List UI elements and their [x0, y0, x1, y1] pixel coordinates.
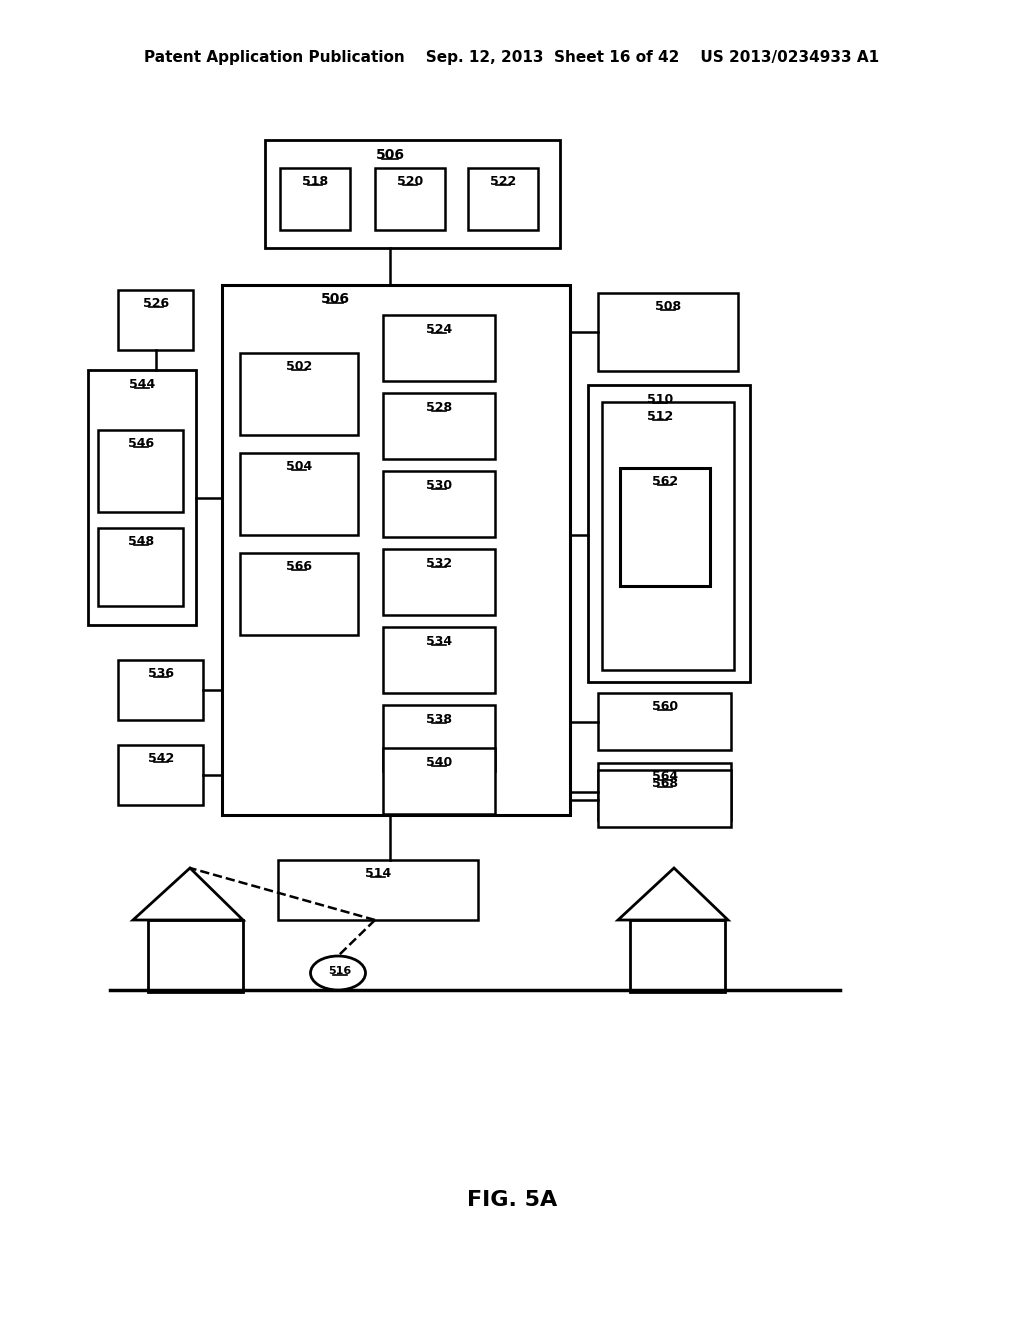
Text: 504: 504 — [286, 459, 312, 473]
Bar — [383, 627, 495, 693]
Bar — [630, 920, 725, 993]
Bar — [118, 744, 203, 805]
Bar — [278, 861, 478, 920]
Bar — [265, 140, 560, 248]
Bar — [383, 705, 495, 771]
Bar — [383, 315, 495, 381]
Bar — [98, 528, 183, 606]
Text: 568: 568 — [652, 777, 678, 789]
Bar — [240, 352, 358, 436]
Text: 546: 546 — [128, 437, 154, 450]
Bar — [598, 293, 738, 371]
Text: 548: 548 — [128, 535, 154, 548]
Text: 514: 514 — [365, 867, 391, 880]
Bar — [375, 168, 445, 230]
Bar — [118, 660, 203, 719]
Text: 530: 530 — [426, 479, 452, 492]
Bar — [383, 393, 495, 459]
Text: 506: 506 — [376, 148, 404, 162]
Bar — [602, 403, 734, 671]
Text: 522: 522 — [489, 176, 516, 187]
Bar — [148, 920, 243, 993]
Text: 510: 510 — [647, 393, 673, 407]
Bar — [598, 770, 731, 828]
Text: 534: 534 — [426, 635, 452, 648]
Text: 540: 540 — [426, 756, 453, 770]
Text: 536: 536 — [148, 667, 174, 680]
Bar — [598, 693, 731, 750]
Ellipse shape — [310, 956, 366, 990]
Bar — [88, 370, 196, 624]
Bar — [240, 453, 358, 535]
Text: 566: 566 — [286, 560, 312, 573]
Text: 518: 518 — [302, 176, 328, 187]
Text: FIG. 5A: FIG. 5A — [467, 1191, 557, 1210]
Polygon shape — [133, 869, 243, 920]
Bar — [588, 385, 750, 682]
Text: 502: 502 — [286, 360, 312, 374]
Bar — [383, 748, 495, 814]
Bar — [383, 471, 495, 537]
Text: Patent Application Publication    Sep. 12, 2013  Sheet 16 of 42    US 2013/02349: Patent Application Publication Sep. 12, … — [144, 50, 880, 65]
Text: 524: 524 — [426, 323, 453, 337]
Text: 564: 564 — [652, 770, 678, 783]
Text: 512: 512 — [647, 411, 673, 422]
Text: 532: 532 — [426, 557, 452, 570]
Bar — [468, 168, 538, 230]
Bar — [118, 290, 193, 350]
Bar — [98, 430, 183, 512]
Bar — [222, 285, 570, 814]
Text: 528: 528 — [426, 401, 452, 414]
Text: 542: 542 — [147, 752, 174, 766]
Bar — [620, 469, 710, 586]
Bar — [383, 549, 495, 615]
Bar — [240, 553, 358, 635]
Text: 506: 506 — [321, 292, 349, 306]
Bar — [280, 168, 350, 230]
Text: 560: 560 — [652, 700, 678, 713]
Text: 508: 508 — [655, 300, 681, 313]
Text: 544: 544 — [129, 378, 155, 391]
Text: 562: 562 — [652, 475, 678, 488]
Text: 520: 520 — [397, 176, 423, 187]
Bar — [598, 763, 731, 820]
Text: 526: 526 — [143, 297, 169, 310]
Text: 516: 516 — [329, 966, 351, 975]
Polygon shape — [618, 869, 728, 920]
Text: 538: 538 — [426, 713, 452, 726]
